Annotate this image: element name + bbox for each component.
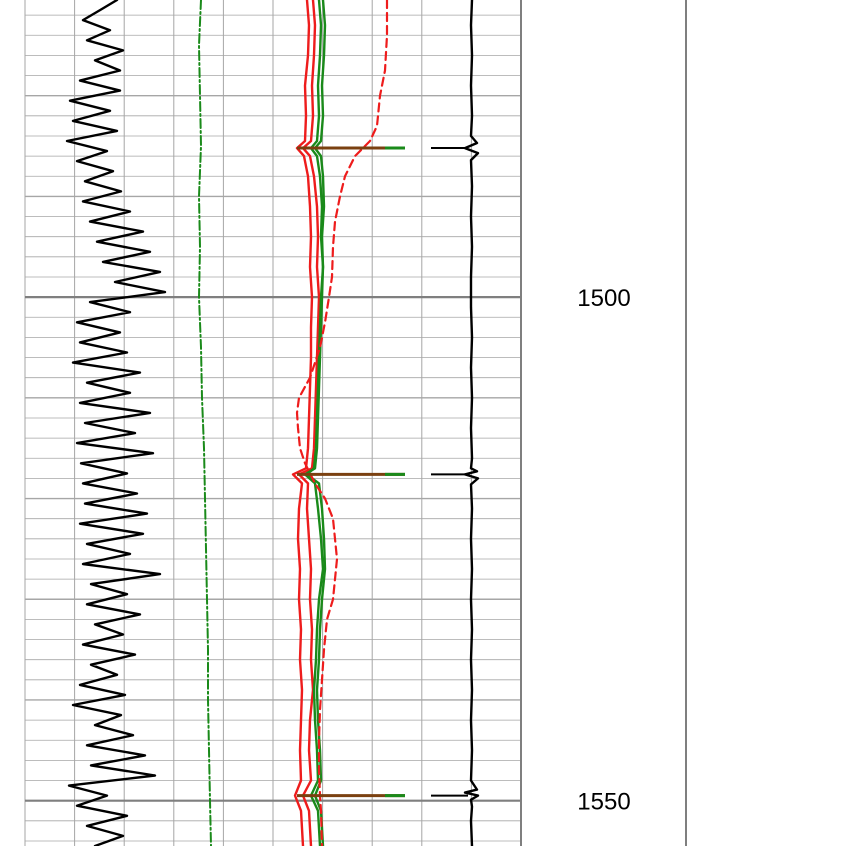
marker-lines [297,146,468,798]
curve-green-solid-2 [305,0,327,846]
track-borders [520,0,687,846]
depth-labels: 1500 1550 [577,285,630,816]
curve-red-solid-2 [297,0,321,846]
curve-red-dashed [295,0,389,846]
depth-label: 1500 [577,285,630,312]
curve-black-track1 [65,0,167,846]
curve-green-dashdot-track1 [198,0,212,846]
depth-label: 1550 [577,789,630,816]
curve-red-solid-1 [291,0,314,846]
